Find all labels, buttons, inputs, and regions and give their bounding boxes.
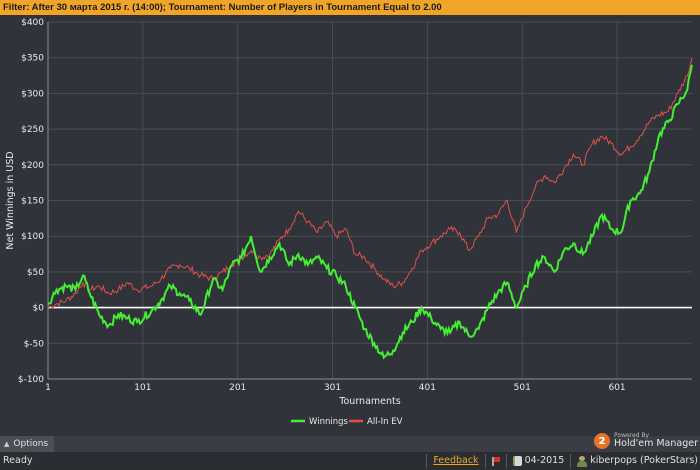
status-bar: Ready Feedback 04-2015 kiberpops (PokerS… xyxy=(0,452,700,470)
x-axis-label: Tournaments xyxy=(338,396,400,407)
player-icon xyxy=(577,455,588,467)
hem-logo-icon: 2 xyxy=(594,433,610,449)
hem-logo: 2 Powered By Hold'em Manager xyxy=(594,431,698,451)
y-tick-label: $100 xyxy=(21,232,44,242)
filter-text: Filter: After 30 марта 2015 г. (14:00); … xyxy=(3,2,442,13)
status-separator xyxy=(426,454,428,468)
x-tick-label: 1 xyxy=(45,383,51,393)
options-button[interactable]: ▲ Options xyxy=(0,436,55,452)
options-bar: ▲ Options xyxy=(0,436,700,452)
options-label: Options xyxy=(13,439,49,449)
series-line-winnings xyxy=(47,64,693,360)
feedback-link[interactable]: Feedback xyxy=(433,455,479,466)
status-separator xyxy=(484,454,486,468)
y-tick-label: $-50 xyxy=(24,339,45,349)
y-tick-label: $300 xyxy=(21,89,44,99)
logo-powered-by: Powered By xyxy=(614,432,650,440)
chart-area: $400 $350 $300 $250 $200 $150 $100 $50 $0 $-50 $-1… xyxy=(0,15,700,436)
y-tick-label: $150 xyxy=(21,197,44,207)
y-axis-label: Net Winnings in USD xyxy=(5,151,16,249)
player-selector[interactable]: kiberpops (PokerStars) xyxy=(577,452,698,470)
x-tick-label: 601 xyxy=(608,383,625,393)
x-tick-label: 401 xyxy=(419,383,436,393)
flag-icon[interactable] xyxy=(491,457,500,466)
y-tick-label: $200 xyxy=(21,161,44,171)
database-name: 04-2015 xyxy=(524,455,565,466)
series-line-all-in-ev xyxy=(47,57,693,310)
filter-bar: Filter: After 30 марта 2015 г. (14:00); … xyxy=(0,0,700,15)
database-selector[interactable]: 04-2015 xyxy=(512,452,565,470)
y-tick-label: $0 xyxy=(33,304,45,314)
logo-product-name: Hold'em Manager xyxy=(614,438,698,450)
expand-triangle-icon: ▲ xyxy=(4,440,10,448)
y-tick-label: $50 xyxy=(27,268,44,278)
status-ready: Ready xyxy=(3,455,33,466)
y-tick-label: $-100 xyxy=(18,375,44,385)
status-separator xyxy=(505,454,507,468)
legend-label-winnings: Winnings xyxy=(309,417,348,427)
x-tick-label: 201 xyxy=(229,383,246,393)
x-tick-label: 301 xyxy=(324,383,341,393)
status-separator xyxy=(570,454,572,468)
y-tick-label: $350 xyxy=(21,54,44,64)
x-tick-label: 101 xyxy=(134,383,151,393)
y-tick-label: $250 xyxy=(21,125,44,135)
database-icon xyxy=(512,456,522,466)
y-tick-label: $400 xyxy=(21,18,44,28)
player-name: kiberpops (PokerStars) xyxy=(590,455,698,466)
legend-label-all-in-ev: All-In EV xyxy=(367,417,403,427)
winnings-chart: $400 $350 $300 $250 $200 $150 $100 $50 $0 $-50 $-1… xyxy=(5,18,693,427)
x-tick-label: 501 xyxy=(514,383,531,393)
